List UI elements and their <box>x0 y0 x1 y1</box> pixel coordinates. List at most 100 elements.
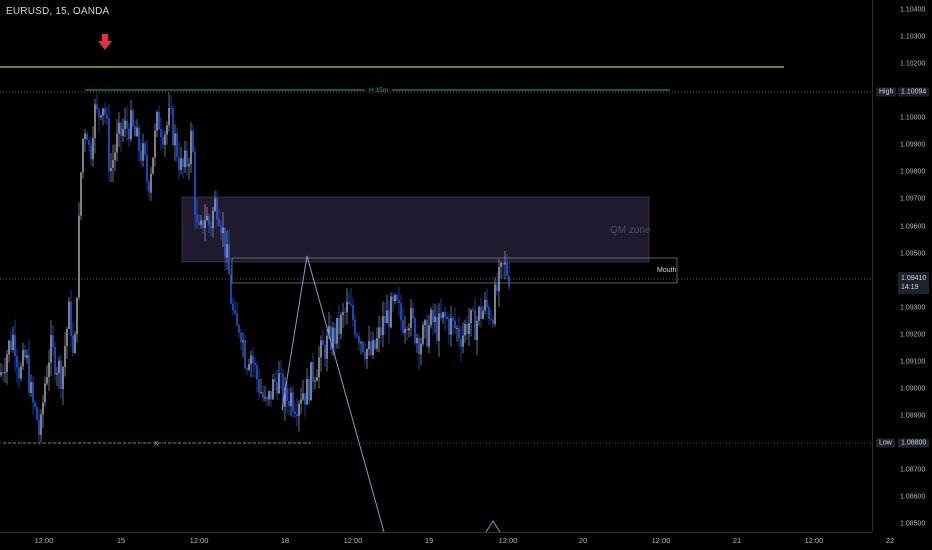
candle-body <box>268 391 270 400</box>
candle-body <box>10 340 12 350</box>
candle-body <box>108 118 110 172</box>
candle-body <box>434 316 436 323</box>
candle-body <box>96 104 98 110</box>
candle-body <box>358 336 360 344</box>
candle-body <box>4 371 6 374</box>
pattern-line-2[interactable] <box>485 520 501 533</box>
candle-body <box>286 387 288 401</box>
candle-body <box>18 367 20 379</box>
candle-body <box>316 377 318 381</box>
candle-body <box>488 307 490 319</box>
candle-body <box>348 301 350 304</box>
candle-body <box>70 301 72 336</box>
candle-body <box>424 320 426 326</box>
candle-body <box>292 392 294 412</box>
y-tick: 1.08700 <box>900 466 926 474</box>
candle-body <box>136 127 138 137</box>
candle-body <box>312 362 314 382</box>
candle-body <box>234 310 236 314</box>
candle-body <box>398 300 400 304</box>
candle-body <box>460 338 462 347</box>
candle-body <box>284 387 286 407</box>
candle-body <box>254 362 256 366</box>
candle-body <box>326 335 328 359</box>
mouth-label: Mouth <box>657 267 677 274</box>
candle-body <box>442 311 444 319</box>
mouth-box[interactable] <box>231 257 678 284</box>
y-tick: 1.10200 <box>900 60 926 68</box>
candle-body <box>166 125 168 135</box>
candle-body <box>428 325 430 347</box>
candle-body <box>224 227 226 258</box>
x-tick: 22 <box>885 536 895 545</box>
candle-body <box>86 133 88 141</box>
candle-body <box>422 325 424 344</box>
candle-body <box>248 364 250 370</box>
candle-body <box>120 122 122 136</box>
candle-body <box>244 340 246 369</box>
candle-body <box>272 379 274 400</box>
candle-body <box>116 133 118 153</box>
x-tick: 12:00 <box>343 536 363 545</box>
candle-body <box>470 309 472 323</box>
candle-body <box>314 380 316 382</box>
candle-body <box>46 376 48 384</box>
candle-body <box>356 334 358 337</box>
candle-body <box>220 225 222 234</box>
candle-body <box>20 366 22 379</box>
candle-body <box>72 335 74 354</box>
candle-body <box>324 345 326 359</box>
candle-body <box>12 334 14 350</box>
candle-body <box>352 305 354 320</box>
candle-body <box>310 362 312 401</box>
candle-body <box>130 110 132 140</box>
candle-body <box>34 402 36 407</box>
candle-body <box>58 360 60 374</box>
candle-body <box>36 406 38 420</box>
candle-body <box>124 120 126 129</box>
candle-body <box>280 373 282 374</box>
candle-body <box>214 198 216 211</box>
candle-body <box>374 340 376 349</box>
candle-body <box>168 107 170 126</box>
candle-body <box>432 309 434 323</box>
candle-body <box>266 397 268 400</box>
x-tick: 19 <box>424 536 434 545</box>
candle-body <box>454 320 456 329</box>
candle-body <box>298 403 300 417</box>
candle-body <box>376 338 378 349</box>
candle-body <box>184 150 186 168</box>
pattern-line[interactable] <box>281 255 385 533</box>
candle-body <box>66 328 68 347</box>
candle-body <box>228 244 230 275</box>
y-tick: 1.08600 <box>900 493 926 501</box>
candles-layer <box>0 92 510 446</box>
candle-body <box>212 210 214 229</box>
candle-body <box>48 362 50 377</box>
candle-body <box>202 220 204 228</box>
qm-zone-box[interactable] <box>181 196 650 263</box>
candle-body <box>384 316 386 324</box>
y-tick: 1.10300 <box>900 33 926 41</box>
candle-body <box>494 284 496 324</box>
candle-body <box>406 328 408 331</box>
candle-body <box>468 322 470 334</box>
y-tick: 1.09900 <box>900 141 926 149</box>
candle-body <box>200 220 202 225</box>
y-tick: 1.10000 <box>900 114 926 122</box>
x-tick: 15 <box>116 536 126 545</box>
current-price-badge: 1.09410 14:19 <box>898 272 930 294</box>
candle-body <box>278 373 280 394</box>
candle-body <box>172 108 174 146</box>
candle-body <box>158 111 160 130</box>
candle-body <box>492 319 494 324</box>
candle-body <box>446 316 448 319</box>
candle-body <box>294 411 296 415</box>
down-arrow-icon <box>98 34 112 50</box>
candle-body <box>382 316 384 336</box>
candle-body <box>164 134 166 145</box>
candle-body <box>82 138 84 173</box>
x-tick: 12:00 <box>189 536 209 545</box>
candle-body <box>74 334 76 354</box>
